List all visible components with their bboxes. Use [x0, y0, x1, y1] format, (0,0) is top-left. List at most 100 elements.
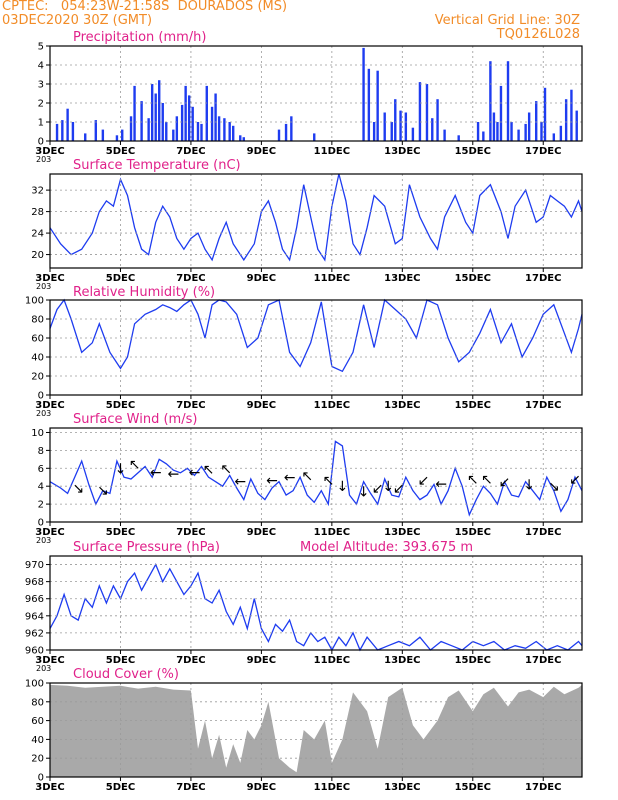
wind-ytick-label: 10	[31, 428, 44, 439]
temp-frame	[49, 173, 583, 269]
precip-bar	[228, 122, 231, 141]
precip-title: Precipitation (mm/h)	[73, 30, 206, 45]
precip-bar	[205, 85, 208, 141]
cloud-xtick-label: 5DEC	[106, 782, 135, 793]
precip-bar	[165, 122, 168, 141]
rh-year-label: 203	[36, 409, 51, 418]
wind-xtick-label: 15DEC	[455, 527, 491, 538]
temp-line	[49, 173, 583, 262]
precip-bar	[418, 82, 422, 141]
precip-bar	[284, 123, 288, 141]
pressure-xtick-label: 5DEC	[106, 655, 135, 666]
wind-direction-arrow: ←	[234, 474, 246, 490]
precip-bar	[362, 47, 365, 141]
precip-bar	[313, 133, 316, 141]
rh-frame	[49, 299, 583, 396]
wind-line	[49, 440, 583, 517]
temp-xtick-label: 15DEC	[455, 273, 491, 284]
cloud-ytick-label: 40	[31, 735, 44, 746]
wind-ytick-label: 8	[38, 446, 44, 457]
precip-bar	[482, 131, 485, 141]
precip-bar	[496, 122, 499, 141]
wind-direction-arrow: ↘	[97, 483, 109, 499]
precip-bar	[390, 122, 393, 141]
rh-ytick-label: 20	[31, 372, 44, 383]
precip-bar	[175, 116, 179, 141]
precip-bar	[534, 101, 538, 141]
precip-bar	[161, 103, 164, 141]
precip-bar	[115, 135, 119, 141]
pressure-xtick-label: 11DEC	[314, 655, 350, 666]
wind-direction-arrow: ←	[150, 465, 162, 481]
wind-direction-arrow: ←	[167, 467, 179, 483]
precip-ytick-label: 4	[38, 61, 44, 72]
precip-ytick-label: 2	[38, 99, 44, 110]
temp-xtick-label: 17DEC	[525, 273, 561, 284]
wind-direction-arrow: ↙	[393, 481, 405, 497]
temp-xtick-label: 5DEC	[106, 273, 135, 284]
cloud-ytick-label: 0	[38, 773, 44, 784]
precip-ytick-label: 5	[38, 42, 44, 53]
cloud-ytick-label: 80	[31, 697, 44, 708]
temp-title: Surface Temperature (nC)	[73, 158, 241, 173]
precip-bar	[239, 135, 242, 141]
pressure-annotation: Model Altitude: 393.675 m	[300, 540, 473, 555]
precip-bar	[140, 101, 143, 141]
temp-xtick-label: 13DEC	[384, 273, 420, 284]
precip-bar	[372, 122, 376, 141]
temp-xtick-label: 9DEC	[247, 273, 276, 284]
rh-ytick-label: 100	[25, 296, 44, 307]
precip-bar	[71, 122, 75, 141]
wind-xtick-label: 9DEC	[247, 527, 276, 538]
precip-xtick-label: 17DEC	[525, 146, 561, 157]
precip-bar	[399, 110, 402, 141]
precip-bar	[200, 123, 203, 141]
wind-direction-arrow: ↖	[481, 472, 493, 488]
rh-xtick-label: 17DEC	[525, 400, 561, 411]
precip-ytick-label: 3	[38, 80, 44, 91]
pressure-year-label: 203	[36, 664, 51, 673]
pressure-ytick-label: 964	[25, 611, 44, 622]
wind-direction-arrow: ↙	[569, 472, 581, 488]
rh-xtick-label: 3DEC	[35, 400, 64, 411]
temp-year-label: 203	[36, 282, 51, 291]
pressure-xtick-label: 17DEC	[525, 655, 561, 666]
panel-precip: 0 1 2 3 4 5 3DEC 5DEC 7DEC 9DEC 11DEC 13DEC 15DEC 17D…	[35, 30, 583, 164]
pressure-xtick-label: 7DEC	[176, 655, 205, 666]
precip-xtick-label: 15DEC	[455, 146, 491, 157]
wind-direction-arrow: ←	[266, 473, 278, 489]
cloud-xtick-label: 15DEC	[455, 782, 491, 793]
pressure-line	[49, 562, 583, 652]
precip-bar	[290, 116, 293, 141]
wind-direction-arrow: ↖	[301, 468, 313, 484]
wind-direction-arrow: ↘	[548, 479, 560, 495]
precip-bar	[431, 118, 434, 141]
precip-bar	[552, 133, 556, 141]
header-location: CPTEC: 054:23W-21:58S DOURADOS (MS)	[2, 0, 288, 14]
temp-ytick-label: 20	[31, 250, 44, 261]
precip-year-label: 203	[36, 155, 51, 164]
wind-direction-arrow: ↓	[337, 479, 349, 495]
precip-bar	[242, 137, 245, 141]
temp-ytick-label: 32	[31, 186, 44, 197]
temp-ytick-label: 28	[31, 207, 44, 218]
precip-bar	[527, 112, 531, 141]
wind-ytick-label: 0	[38, 518, 44, 529]
precip-bar	[524, 123, 527, 141]
wind-frame	[49, 427, 583, 523]
temp-xtick-label: 3DEC	[35, 273, 64, 284]
cloud-ytick-label: 20	[31, 754, 44, 765]
precip-bar	[180, 104, 184, 141]
wind-direction-arrow: ←	[284, 470, 296, 486]
rh-xtick-label: 7DEC	[176, 400, 205, 411]
wind-ytick-label: 4	[38, 482, 44, 493]
wind-direction-arrow: ↖	[129, 457, 141, 473]
wind-direction-arrow: ←	[435, 477, 447, 493]
wind-direction-arrow: ↓	[115, 461, 127, 477]
precip-bar	[457, 135, 460, 141]
wind-xtick-label: 11DEC	[314, 527, 350, 538]
precip-bar	[133, 85, 136, 141]
pressure-xtick-label: 15DEC	[455, 655, 491, 666]
rh-xtick-label: 11DEC	[314, 400, 350, 411]
precip-xtick-label: 7DEC	[176, 146, 205, 157]
